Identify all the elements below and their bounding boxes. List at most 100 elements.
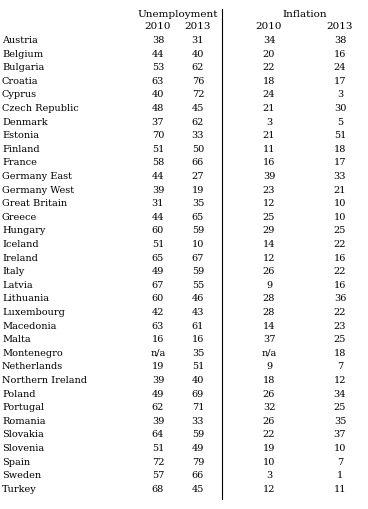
Text: n/a: n/a xyxy=(261,349,277,358)
Text: 51: 51 xyxy=(152,444,164,453)
Text: Unemployment: Unemployment xyxy=(138,10,218,19)
Text: 23: 23 xyxy=(263,186,275,194)
Text: 2013: 2013 xyxy=(185,22,211,31)
Text: 28: 28 xyxy=(263,294,275,303)
Text: 11: 11 xyxy=(263,145,275,154)
Text: 18: 18 xyxy=(263,376,275,385)
Text: 39: 39 xyxy=(152,376,164,385)
Text: Estonia: Estonia xyxy=(2,131,39,140)
Text: 7: 7 xyxy=(337,458,343,467)
Text: Spain: Spain xyxy=(2,458,30,467)
Text: 10: 10 xyxy=(263,458,275,467)
Text: 28: 28 xyxy=(263,308,275,317)
Text: Ireland: Ireland xyxy=(2,253,38,263)
Text: 2013: 2013 xyxy=(327,22,353,31)
Text: 51: 51 xyxy=(334,131,346,140)
Text: Netherlands: Netherlands xyxy=(2,362,63,372)
Text: 19: 19 xyxy=(152,362,164,372)
Text: Poland: Poland xyxy=(2,389,35,399)
Text: 49: 49 xyxy=(152,389,164,399)
Text: 25: 25 xyxy=(263,213,275,222)
Text: 10: 10 xyxy=(334,199,346,208)
Text: 45: 45 xyxy=(192,485,204,494)
Text: 37: 37 xyxy=(263,335,275,344)
Text: 31: 31 xyxy=(152,199,164,208)
Text: 12: 12 xyxy=(334,376,346,385)
Text: Great Britain: Great Britain xyxy=(2,199,67,208)
Text: 60: 60 xyxy=(152,294,164,303)
Text: 19: 19 xyxy=(263,444,275,453)
Text: 33: 33 xyxy=(192,131,204,140)
Text: 70: 70 xyxy=(152,131,164,140)
Text: Denmark: Denmark xyxy=(2,118,47,127)
Text: Portugal: Portugal xyxy=(2,403,44,412)
Text: Hungary: Hungary xyxy=(2,227,45,235)
Text: n/a: n/a xyxy=(151,349,166,358)
Text: 22: 22 xyxy=(334,267,346,276)
Text: 44: 44 xyxy=(152,213,164,222)
Text: Turkey: Turkey xyxy=(2,485,37,494)
Text: 43: 43 xyxy=(192,308,204,317)
Text: 55: 55 xyxy=(192,281,204,290)
Text: 62: 62 xyxy=(152,403,164,412)
Text: 21: 21 xyxy=(263,131,275,140)
Text: 72: 72 xyxy=(152,458,164,467)
Text: 51: 51 xyxy=(152,145,164,154)
Text: 25: 25 xyxy=(334,227,346,235)
Text: Germany West: Germany West xyxy=(2,186,74,194)
Text: 67: 67 xyxy=(192,253,204,263)
Text: 66: 66 xyxy=(192,471,204,480)
Text: 51: 51 xyxy=(192,362,204,372)
Text: 22: 22 xyxy=(263,63,275,72)
Text: Sweden: Sweden xyxy=(2,471,41,480)
Text: 9: 9 xyxy=(266,362,272,372)
Text: 7: 7 xyxy=(337,362,343,372)
Text: 65: 65 xyxy=(192,213,204,222)
Text: Malta: Malta xyxy=(2,335,31,344)
Text: 17: 17 xyxy=(334,158,346,167)
Text: 22: 22 xyxy=(334,240,346,249)
Text: 49: 49 xyxy=(152,267,164,276)
Text: 50: 50 xyxy=(192,145,204,154)
Text: 64: 64 xyxy=(152,431,164,439)
Text: 37: 37 xyxy=(152,118,164,127)
Text: 14: 14 xyxy=(263,322,275,331)
Text: 25: 25 xyxy=(334,403,346,412)
Text: Cyprus: Cyprus xyxy=(2,91,37,99)
Text: 48: 48 xyxy=(152,104,164,113)
Text: Greece: Greece xyxy=(2,213,37,222)
Text: 38: 38 xyxy=(334,36,346,45)
Text: 35: 35 xyxy=(334,417,346,426)
Text: Bulgaria: Bulgaria xyxy=(2,63,44,72)
Text: 17: 17 xyxy=(334,77,346,86)
Text: 66: 66 xyxy=(192,158,204,167)
Text: 26: 26 xyxy=(263,417,275,426)
Text: Finland: Finland xyxy=(2,145,40,154)
Text: 22: 22 xyxy=(263,431,275,439)
Text: 65: 65 xyxy=(152,253,164,263)
Text: Czech Republic: Czech Republic xyxy=(2,104,79,113)
Text: 35: 35 xyxy=(192,349,204,358)
Text: 16: 16 xyxy=(334,49,346,59)
Text: 61: 61 xyxy=(192,322,204,331)
Text: Italy: Italy xyxy=(2,267,24,276)
Text: 16: 16 xyxy=(152,335,164,344)
Text: 67: 67 xyxy=(152,281,164,290)
Text: 51: 51 xyxy=(152,240,164,249)
Text: 27: 27 xyxy=(192,172,204,181)
Text: Germany East: Germany East xyxy=(2,172,72,181)
Text: 24: 24 xyxy=(263,91,275,99)
Text: 40: 40 xyxy=(152,91,164,99)
Text: 21: 21 xyxy=(263,104,275,113)
Text: 37: 37 xyxy=(334,431,346,439)
Text: 36: 36 xyxy=(334,294,346,303)
Text: Inflation: Inflation xyxy=(282,10,327,19)
Text: 3: 3 xyxy=(337,91,343,99)
Text: 76: 76 xyxy=(192,77,204,86)
Text: 29: 29 xyxy=(263,227,275,235)
Text: Slovenia: Slovenia xyxy=(2,444,44,453)
Text: 12: 12 xyxy=(263,199,275,208)
Text: France: France xyxy=(2,158,37,167)
Text: 20: 20 xyxy=(263,49,275,59)
Text: 32: 32 xyxy=(263,403,275,412)
